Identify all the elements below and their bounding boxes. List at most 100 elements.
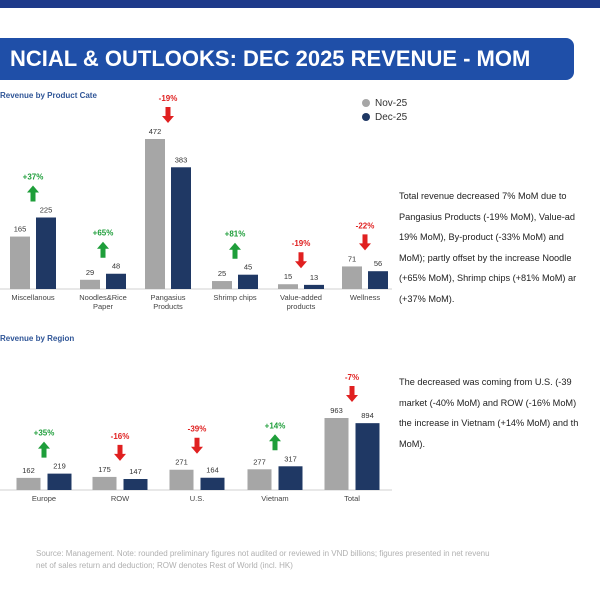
category-label-pangasius-products: Pangasius: [150, 293, 185, 302]
bar-u-s-nov: [170, 470, 194, 490]
change-label-europe: +35%: [34, 429, 55, 438]
category-label-shrimp-chips: Shrimp chips: [213, 293, 257, 302]
data-label-u-s-dec: 164: [206, 466, 219, 475]
change-label-value-added-products: -19%: [292, 239, 311, 248]
commentary-line: 19% MoM), By-product (-33% MoM) and: [399, 227, 600, 248]
change-label-pangasius-products: -19%: [159, 94, 178, 103]
category-label-miscellanous: Miscellanous: [11, 293, 55, 302]
bar-row-nov: [93, 477, 117, 490]
data-label-vietnam-nov: 277: [253, 457, 266, 466]
commentary-line: the increase in Vietnam (+14% MoM) and t…: [399, 413, 600, 434]
category-label-u-s: U.S.: [190, 494, 205, 503]
data-label-shrimp-chips-dec: 45: [244, 263, 252, 272]
down-arrow-icon-pangasius-products: [162, 107, 174, 123]
bar-pangasius-products-dec: [171, 167, 191, 289]
bar-u-s-dec: [201, 478, 225, 490]
product-revenue-chart: 165225Miscellanous+37%2948Noodles&RicePa…: [0, 88, 395, 325]
bar-vietnam-dec: [279, 466, 303, 490]
commentary-line: market (-40% MoM) and ROW (-16% MoM): [399, 393, 600, 414]
page-title: NCIAL & OUTLOOKS: DEC 2025 REVENUE - MOM: [10, 38, 530, 80]
commentary-line: The decreased was coming from U.S. (-39: [399, 372, 600, 393]
data-label-noodles-rice-paper-dec: 48: [112, 262, 120, 271]
up-arrow-icon-miscellanous: [27, 185, 39, 201]
bar-row-dec: [124, 479, 148, 490]
bar-shrimp-chips-dec: [238, 275, 258, 289]
bar-noodles-rice-paper-nov: [80, 280, 100, 289]
commentary-line: Total revenue decreased 7% MoM due to: [399, 186, 600, 207]
data-label-wellness-dec: 56: [374, 259, 382, 268]
data-label-value-added-products-nov: 15: [284, 272, 292, 281]
region-revenue-chart: 162 219 Europe +35% 175 147 ROW -16% 271 164 U.S. -…: [0, 340, 395, 520]
bar-europe-dec: [48, 474, 72, 490]
region-commentary: The decreased was coming from U.S. (-39 …: [399, 372, 600, 454]
category-label-noodles-rice-paper: Noodles&Rice: [79, 293, 127, 302]
data-label-europe-dec: 219: [53, 462, 66, 471]
data-label-wellness-nov: 71: [348, 254, 356, 263]
up-arrow-icon-vietnam: [269, 434, 281, 450]
category-label-pangasius-products: Products: [153, 302, 183, 311]
change-label-total: -7%: [345, 373, 359, 382]
category-label-europe: Europe: [32, 494, 56, 503]
bar-value-added-products-dec: [304, 285, 324, 289]
data-label-miscellanous-dec: 225: [40, 205, 53, 214]
bar-shrimp-chips-nov: [212, 281, 232, 289]
down-arrow-icon-u-s: [191, 438, 203, 454]
data-label-u-s-nov: 271: [175, 458, 188, 467]
category-label-vietnam: Vietnam: [261, 494, 288, 503]
change-label-noodles-rice-paper: +65%: [93, 229, 114, 238]
change-label-miscellanous: +37%: [23, 172, 44, 181]
down-arrow-icon-total: [346, 386, 358, 402]
change-label-row: -16%: [111, 432, 130, 441]
page-title-bar: NCIAL & OUTLOOKS: DEC 2025 REVENUE - MOM: [0, 38, 574, 80]
down-arrow-icon-row: [114, 445, 126, 461]
bar-wellness-dec: [368, 271, 388, 289]
category-label-row: ROW: [111, 494, 130, 503]
category-label-noodles-rice-paper: Paper: [93, 302, 114, 311]
category-label-total: Total: [344, 494, 360, 503]
data-label-europe-nov: 162: [22, 466, 35, 475]
bar-total-dec: [356, 423, 380, 490]
change-label-u-s: -39%: [188, 425, 207, 434]
up-arrow-icon-noodles-rice-paper: [97, 242, 109, 258]
data-label-pangasius-products-dec: 383: [175, 155, 188, 164]
data-label-miscellanous-nov: 165: [14, 225, 27, 234]
category-label-value-added-products: Value-added: [280, 293, 322, 302]
bar-value-added-products-nov: [278, 284, 298, 289]
data-label-vietnam-dec: 317: [284, 454, 297, 463]
data-label-total-dec: 894: [361, 411, 374, 420]
commentary-line: (+65% MoM), Shrimp chips (+81% MoM) ar: [399, 268, 600, 289]
bar-europe-nov: [17, 478, 41, 490]
data-label-row-nov: 175: [98, 465, 111, 474]
commentary-line: MoM); partly offset by the increase Nood…: [399, 248, 600, 269]
bar-miscellanous-nov: [10, 237, 30, 289]
data-label-pangasius-products-nov: 472: [149, 127, 162, 136]
data-label-total-nov: 963: [330, 406, 343, 415]
source-line-2: net of sales return and deduction; ROW d…: [36, 560, 600, 572]
bar-miscellanous-dec: [36, 217, 56, 289]
source-note: Source: Management. Note: rounded prelim…: [36, 548, 600, 572]
source-line-1: Source: Management. Note: rounded prelim…: [36, 548, 600, 560]
change-label-vietnam: +14%: [265, 421, 286, 430]
bar-wellness-nov: [342, 266, 362, 289]
change-label-shrimp-chips: +81%: [225, 230, 246, 239]
up-arrow-icon-shrimp-chips: [229, 243, 241, 259]
commentary-line: MoM).: [399, 434, 600, 455]
data-label-noodles-rice-paper-nov: 29: [86, 268, 94, 277]
bar-total-nov: [325, 418, 349, 490]
down-arrow-icon-value-added-products: [295, 252, 307, 268]
bar-noodles-rice-paper-dec: [106, 274, 126, 289]
commentary-line: (+37% MoM).: [399, 289, 600, 310]
down-arrow-icon-wellness: [359, 234, 371, 250]
data-label-row-dec: 147: [129, 467, 142, 476]
data-label-shrimp-chips-nov: 25: [218, 269, 226, 278]
commentary-line: Pangasius Products (-19% MoM), Value-ad: [399, 207, 600, 228]
bar-pangasius-products-nov: [145, 139, 165, 289]
product-commentary: Total revenue decreased 7% MoM due to Pa…: [399, 186, 600, 309]
category-label-wellness: Wellness: [350, 293, 381, 302]
up-arrow-icon-europe: [38, 442, 50, 458]
bar-vietnam-nov: [248, 469, 272, 490]
change-label-wellness: -22%: [356, 221, 375, 230]
data-label-value-added-products-dec: 13: [310, 273, 318, 282]
category-label-value-added-products: products: [287, 302, 316, 311]
top-accent-line: [0, 0, 600, 8]
